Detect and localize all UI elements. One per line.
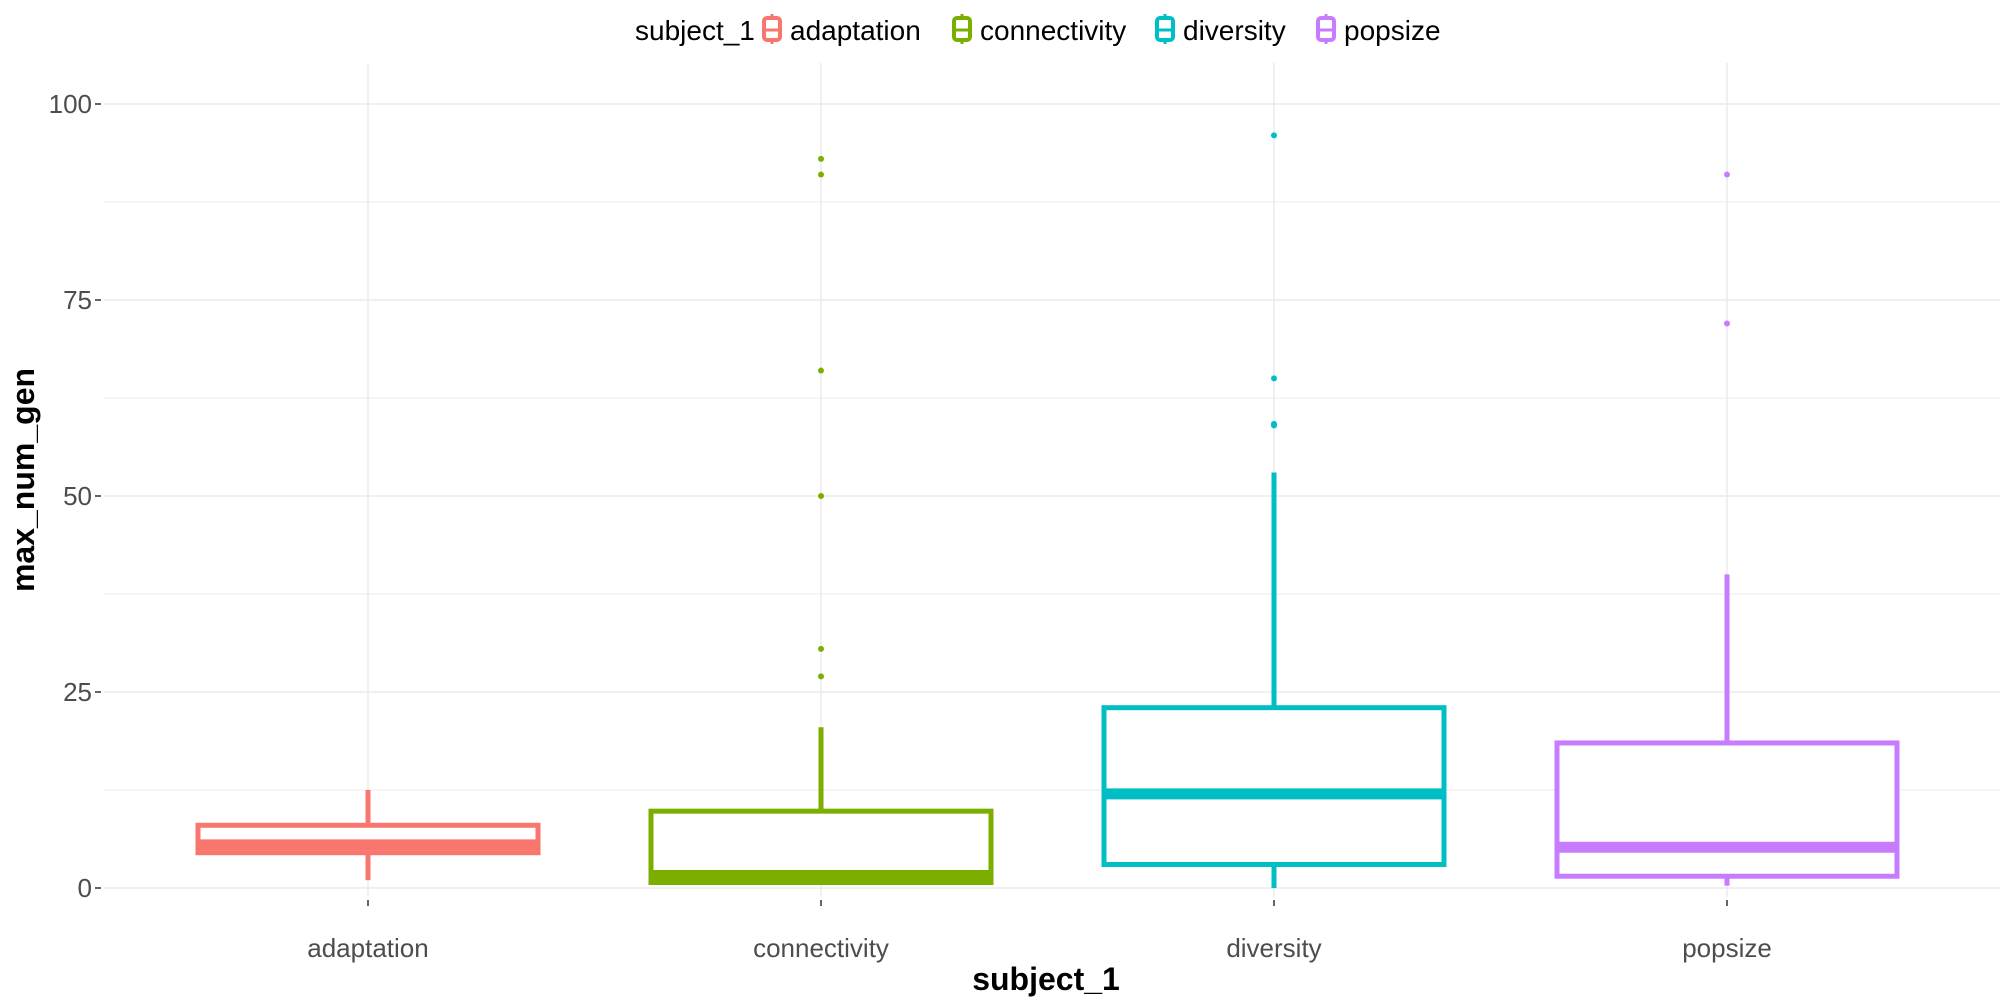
outlier-point (818, 155, 824, 162)
outlier-point (818, 493, 824, 499)
box-connectivity (648, 155, 994, 886)
x-tick-label: diversity (1226, 933, 1321, 963)
y-tick-label: 0 (78, 873, 92, 903)
y-tick-label: 100 (49, 89, 92, 119)
outlier-point (818, 367, 824, 374)
legend-key-popsize (1316, 14, 1336, 44)
x-axis-title: subject_1 (972, 961, 1120, 997)
axes: 0 25 50 75 100 adaptation connectivity diversit… (49, 89, 1772, 963)
legend-label-popsize: popsize (1344, 15, 1441, 46)
y-tick-label: 25 (63, 677, 92, 707)
box-iqr (1554, 740, 1900, 879)
grid-lines (104, 63, 2000, 897)
y-tick-label: 75 (63, 285, 92, 315)
legend-key-connectivity (952, 14, 972, 44)
y-tick-label: 50 (63, 481, 92, 511)
outlier-point (818, 171, 824, 178)
legend-label-connectivity: connectivity (980, 15, 1126, 46)
box-diversity (1101, 132, 1447, 888)
outlier-point (1271, 132, 1277, 139)
x-tick-label: popsize (1682, 933, 1772, 963)
legend-key-adaptation (762, 14, 782, 44)
box-adaptation (195, 790, 541, 881)
outlier-point (1271, 375, 1277, 382)
outlier-point (818, 645, 824, 652)
legend: subject_1 adaptation connectivity diversit… (635, 14, 1441, 46)
legend-key-diversity (1155, 14, 1175, 44)
x-tick-label: connectivity (753, 933, 889, 963)
box-popsize (1554, 171, 1900, 886)
legend-title: subject_1 (635, 15, 755, 46)
legend-label-diversity: diversity (1183, 15, 1286, 46)
y-axis-title: max_num_gen (5, 368, 41, 592)
box-series (195, 132, 1900, 888)
outlier-point (818, 673, 824, 680)
box-iqr (1101, 705, 1447, 867)
outlier-point (1271, 420, 1277, 427)
outlier-point (1724, 320, 1730, 327)
x-tick-label: adaptation (307, 933, 428, 963)
outlier-point (1724, 171, 1730, 178)
legend-label-adaptation: adaptation (790, 15, 921, 46)
